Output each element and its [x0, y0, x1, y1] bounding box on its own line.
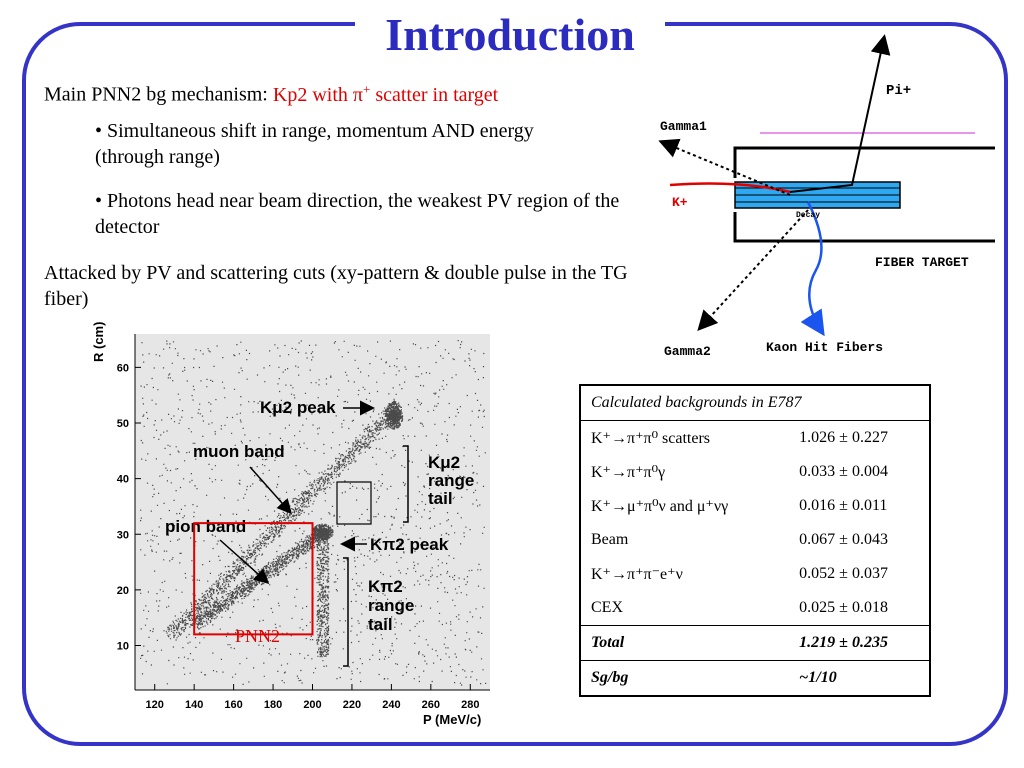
kpi2-tail-label-2: range: [368, 596, 414, 615]
gamma1-track: [658, 138, 791, 196]
x-tick-label: 260: [422, 699, 440, 711]
fiber-target-stack: [734, 181, 901, 209]
kpi2-tail-bracket: [343, 557, 349, 667]
y-axis-ticks: 10 20 30 40 50 60: [117, 362, 141, 653]
total-value: 1.219 ± 0.235: [789, 625, 930, 661]
kmu2-peak-label: Kμ2 peak: [260, 398, 336, 417]
kaon-hit-track: [800, 201, 825, 337]
target-top-wall: [733, 146, 995, 178]
x-axis-label: P (MeV/c): [423, 712, 481, 727]
x-tick-label: 220: [343, 699, 361, 711]
pion-track: [789, 34, 891, 193]
kpi2-peak-label: Kπ2 peak: [370, 535, 449, 554]
scatter-points: [140, 340, 487, 686]
table-header: Calculated backgrounds in E787: [591, 394, 802, 411]
muon-band-label: muon band: [193, 442, 285, 461]
y-tick-label: 40: [117, 474, 129, 486]
row-value: 0.052 ± 0.037: [799, 565, 888, 582]
lead-highlight: Kp2 with π+ scatter in target: [272, 81, 499, 106]
kmu2-tail-label-1: Kμ2: [428, 453, 460, 472]
row-name: K⁺→π⁺π⁰γ: [591, 464, 666, 481]
y-tick-label: 50: [117, 418, 129, 430]
gamma1-label: Gamma1: [660, 119, 707, 134]
row-value: 0.025 ± 0.018: [799, 599, 888, 616]
lead-prefix: Main PNN2 bg mechanism:: [44, 83, 273, 106]
row-name: K⁺→π⁺π⁻e⁺ν: [591, 566, 683, 583]
kmu2-tail-box: [336, 481, 372, 525]
y-tick-label: 20: [117, 585, 129, 597]
pnn2-region-box: [193, 522, 314, 636]
bullet-1: • Simultaneous shift in range, momentum …: [95, 120, 534, 168]
lead-highlight-sup: +: [362, 81, 371, 96]
detector-diagram: Pi+ Gamma1 K+ Decay FIBER TARGET Kaon Hi…: [658, 34, 995, 359]
row-value: 1.026 ± 0.227: [789, 420, 930, 455]
sgbg-value: ~1/10: [789, 660, 930, 696]
fiber-target-label: FIBER TARGET: [875, 255, 969, 270]
plot-area: [135, 334, 490, 690]
x-tick-label: 180: [264, 699, 282, 711]
x-tick-label: 140: [185, 699, 203, 711]
background-table: Calculated backgrounds in E787 K⁺→π⁺π⁰ s…: [579, 384, 931, 697]
row-value: 0.016 ± 0.011: [799, 497, 888, 514]
bullet-2: • Photons head near beam direction, the …: [95, 190, 620, 238]
x-tick-label: 160: [224, 699, 242, 711]
y-tick-label: 30: [117, 529, 129, 541]
sgbg-name: Sg/bg: [580, 660, 790, 696]
row-name: K⁺→μ⁺π⁰ν and μ⁺νγ: [591, 498, 729, 515]
pi-plus-label: Pi+: [886, 83, 911, 99]
attacked-text: Attacked by PV and scattering cuts (xy-p…: [44, 262, 628, 310]
x-tick-label: 120: [146, 699, 164, 711]
y-tick-label: 60: [117, 362, 129, 374]
gamma2-label: Gamma2: [664, 344, 711, 359]
lead-highlight-tail: scatter in target: [370, 83, 499, 106]
row-name: CEX: [591, 599, 623, 616]
lead-highlight-main: Kp2 with π: [272, 83, 363, 106]
kmu2-tail-label-3: tail: [428, 489, 453, 508]
decay-label: Decay: [796, 211, 820, 220]
pion-band-label: pion band: [165, 517, 246, 536]
row-name: K⁺→π⁺π⁰ scatters: [580, 420, 790, 455]
slide-title: Introduction: [355, 6, 665, 64]
x-axis-ticks: 120 140 160 180 200 220 240 260 280: [146, 684, 479, 711]
kmu2-tail-label-2: range: [428, 471, 474, 490]
target-bottom-wall: [733, 212, 995, 243]
lead-text: Main PNN2 bg mechanism: Kp2 with π+ scat…: [44, 76, 498, 108]
y-tick-label: 10: [117, 641, 129, 653]
x-tick-label: 240: [382, 699, 400, 711]
kpi2-tail-label-1: Kπ2: [368, 577, 403, 596]
row-value: 0.033 ± 0.004: [799, 463, 888, 480]
pnn2-label: PNN2: [235, 626, 280, 646]
y-axis-label: R (cm): [91, 322, 106, 362]
range-momentum-plot: 10 20 30 40 50 60 120 140 160 180 200 220 240 260 280…: [91, 322, 490, 727]
kpi2-tail-label-3: tail: [368, 615, 393, 634]
kmu2-tail-bracket: [403, 445, 409, 523]
total-name: Total: [580, 625, 790, 661]
scatter-density: [140, 340, 487, 686]
row-value: 0.067 ± 0.043: [799, 531, 888, 548]
x-tick-label: 280: [461, 699, 479, 711]
gamma2-track: [697, 209, 809, 331]
k-plus-label: K+: [672, 195, 688, 210]
kaon-hit-fibers-label: Kaon Hit Fibers: [766, 340, 883, 355]
x-tick-label: 200: [303, 699, 321, 711]
row-name: Beam: [591, 531, 629, 548]
